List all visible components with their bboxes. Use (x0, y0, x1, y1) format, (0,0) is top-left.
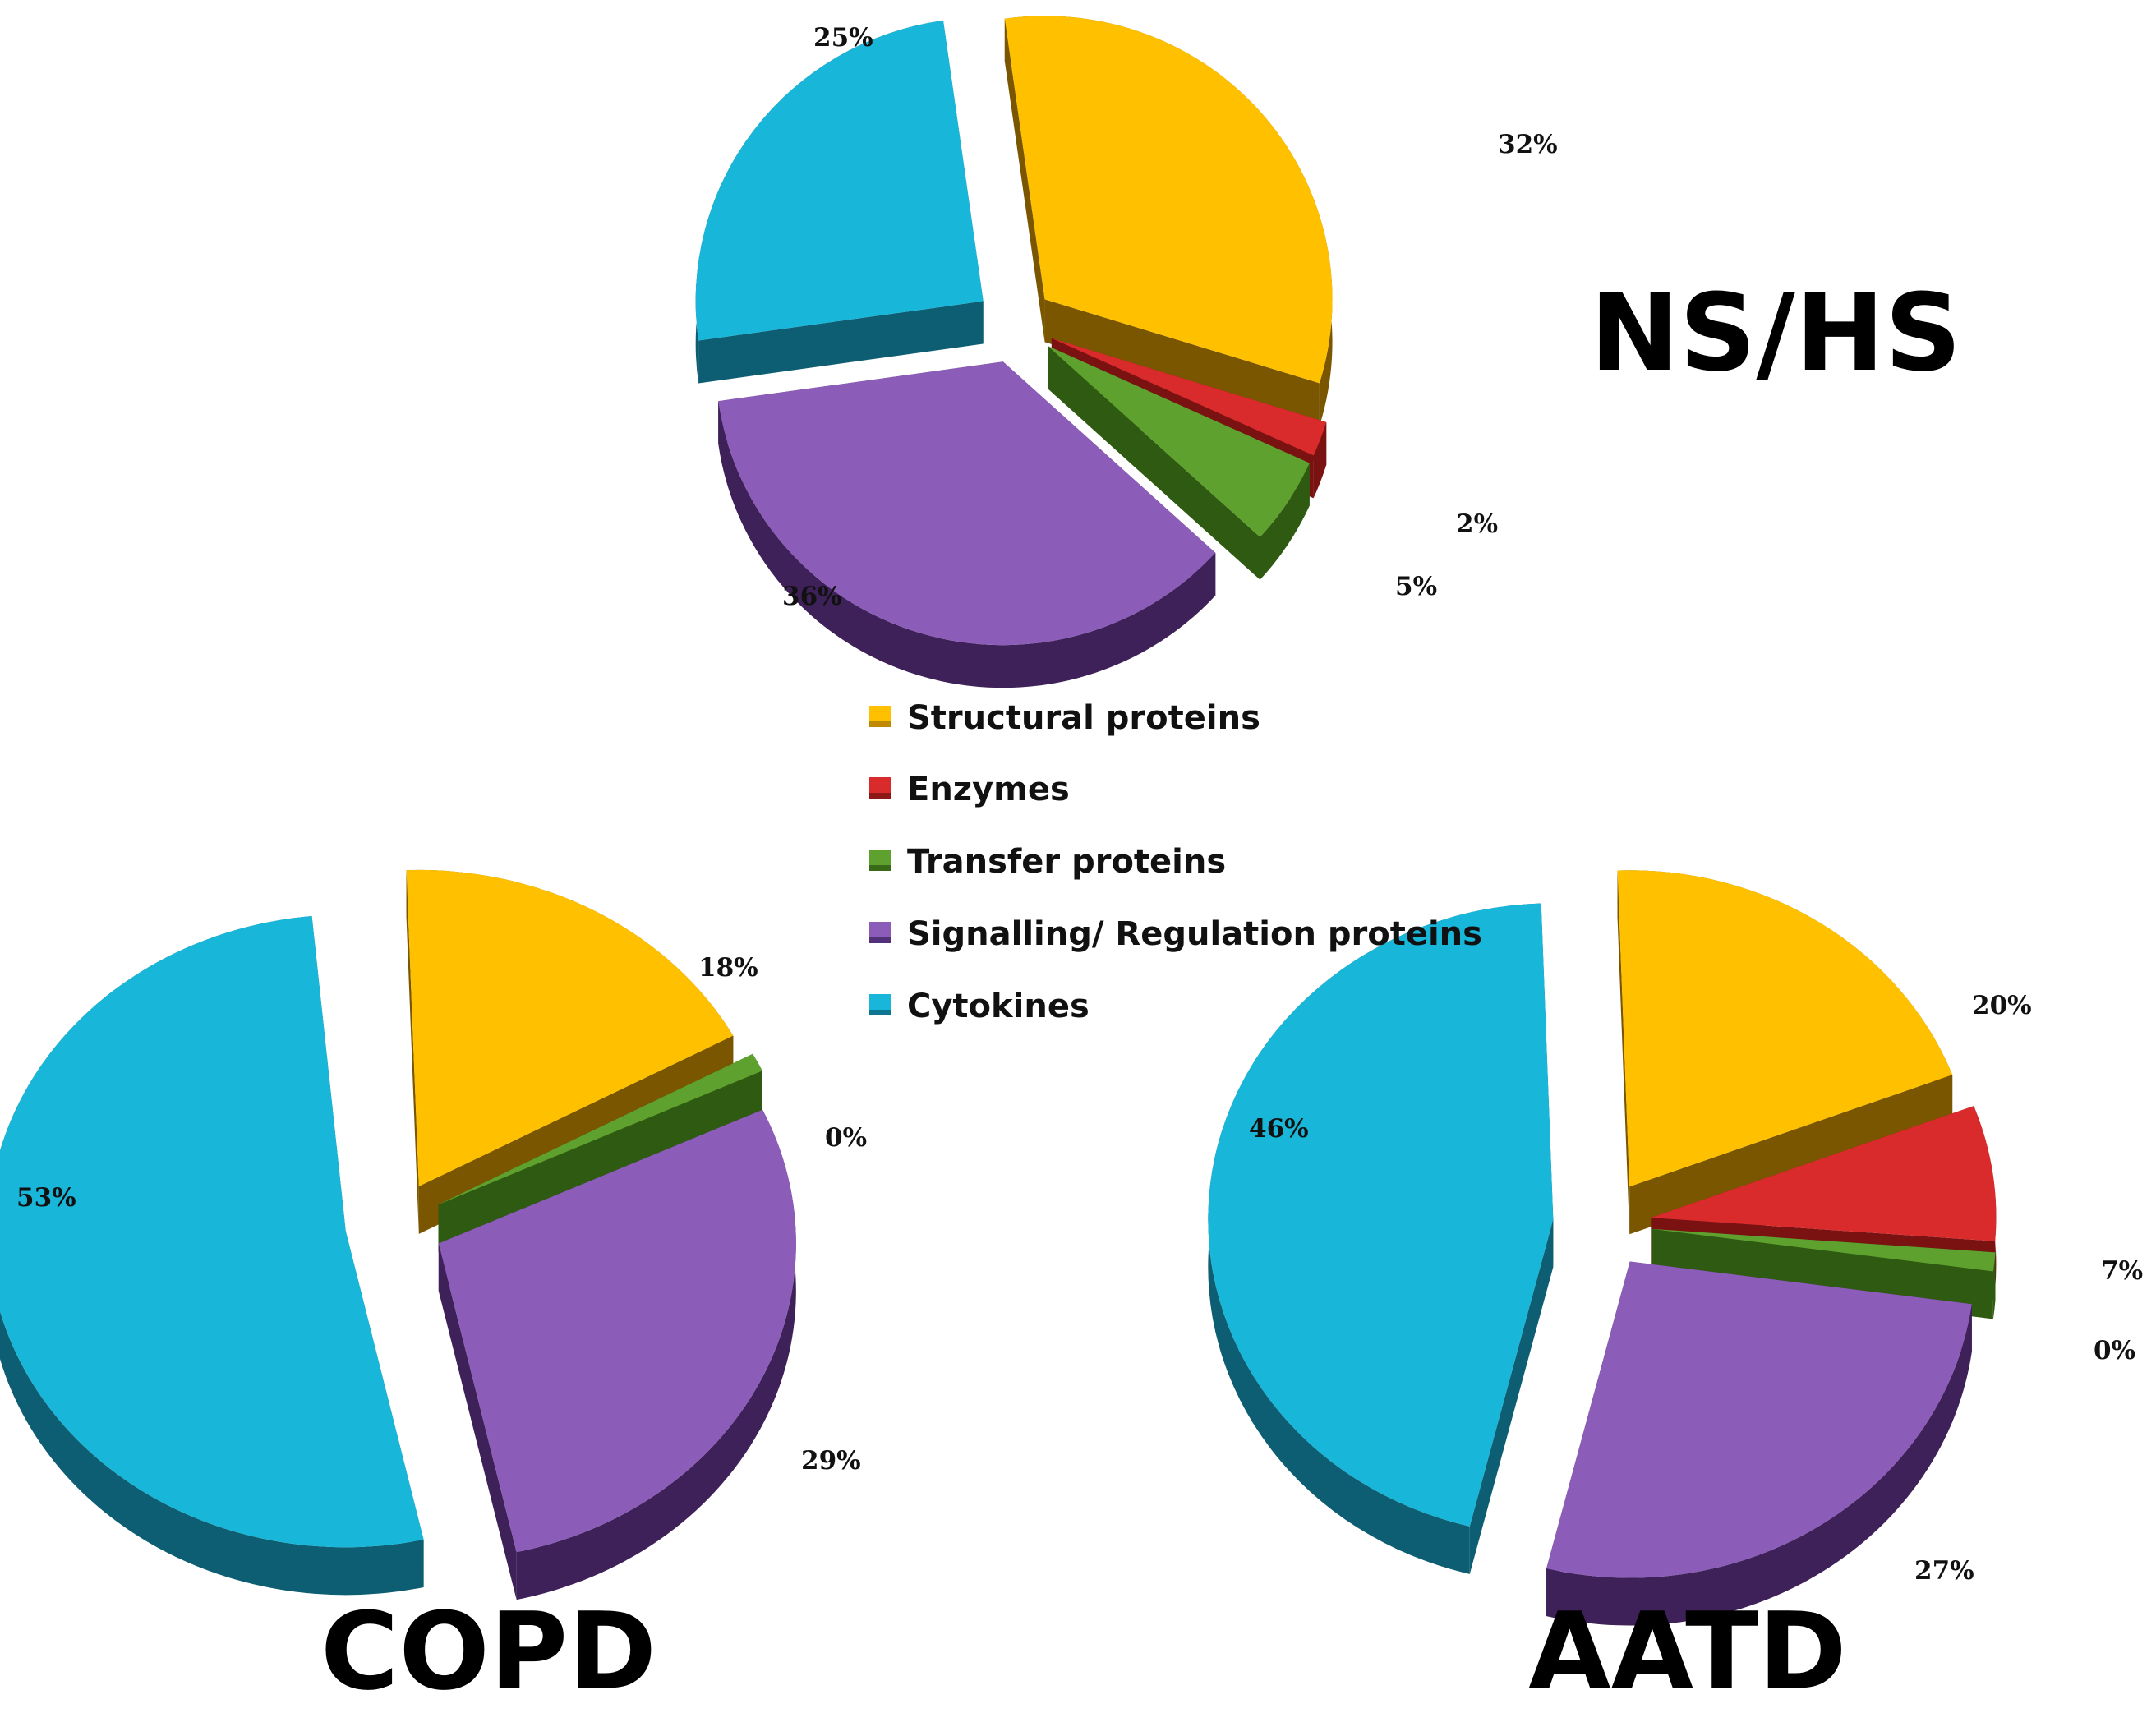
label-aatd-enzymes: 7% (2101, 1256, 2143, 1286)
pie-ns-hs-slice-cytokines (695, 20, 984, 341)
pie-aatd-slice-structural (1617, 870, 1953, 1187)
legend-item-cytokines: Cytokines (869, 988, 1090, 1025)
pie-ns-hs-slice-wall-cytokines (698, 301, 984, 384)
pie-ns-hs-slice-enzymes (1051, 338, 1327, 456)
legend: Structural proteins Enzymes Transfer pro… (869, 699, 1482, 1025)
pie-ns-hs-slice-wall2-structural (1044, 299, 1320, 426)
legend-swatch-signalling-shade (869, 937, 891, 943)
pie-copd (0, 869, 796, 1600)
pie-ns-hs-slice-wall-structural (1004, 18, 1045, 343)
legend-label-structural: Structural proteins (907, 699, 1260, 737)
pie-ns-hs-slice-transfer (1048, 346, 1310, 537)
pie-aatd-slice-side-signalling (1546, 1304, 1972, 1626)
legend-label-signalling: Signalling/ Regulation proteins (907, 915, 1482, 953)
label-copd-structural: 18% (698, 953, 758, 983)
pie-copd-slice-wall2-transfer (438, 1071, 762, 1253)
pie-ns-hs-slice-structural (1004, 16, 1333, 384)
label-ns-hs-enzymes: 2% (1456, 509, 1498, 539)
label-aatd-structural: 20% (1972, 991, 2032, 1020)
pie-aatd-slice-wall-cytokines (1469, 1219, 1554, 1574)
label-aatd-transfer: 0% (2094, 1336, 2135, 1365)
pie-copd-slice-transfer (438, 1053, 762, 1205)
legend-label-enzymes: Enzymes (907, 771, 1070, 808)
title-aatd: AATD (1528, 1589, 1847, 1713)
legend-swatch-structural-shade (869, 721, 891, 727)
label-copd-transfer: 0% (825, 1123, 867, 1153)
pie-copd-slice-signalling (438, 1109, 796, 1553)
pie-aatd-slice-transfer (1651, 1228, 1996, 1272)
legend-label-transfer: Transfer proteins (907, 843, 1226, 881)
legend-label-cytokines: Cytokines (907, 988, 1090, 1025)
legend-item-structural: Structural proteins (869, 699, 1260, 737)
legend-swatch-cytokines-shade (869, 1010, 891, 1015)
pie-ns-hs-slice-side-signalling (718, 401, 1216, 688)
legend-item-transfer: Transfer proteins (869, 843, 1226, 881)
pie-aatd (1208, 870, 1997, 1626)
title-ns-hs: NS/HS (1590, 270, 1961, 395)
pie-aatd-slice-wall-structural (1617, 870, 1630, 1235)
legend-item-signalling: Signalling/ Regulation proteins (869, 915, 1482, 953)
legend-swatch-enzymes-shade (869, 793, 891, 799)
label-ns-hs-structural: 32% (1498, 130, 1558, 159)
label-copd-signalling: 29% (801, 1446, 861, 1476)
pie-copd-slice-side-signalling (516, 1109, 796, 1600)
label-ns-hs-cytokines: 25% (813, 23, 873, 53)
label-copd-cytokines: 53% (16, 1183, 76, 1213)
title-copd: COPD (320, 1589, 656, 1713)
pie-ns-hs (695, 16, 1333, 688)
pie-ns-hs-slice-wall2-transfer (1048, 346, 1260, 580)
pie-aatd-slice-enzymes (1651, 1106, 1997, 1241)
label-aatd-cytokines: 46% (1249, 1114, 1309, 1144)
pie-copd-slice-wall-structural (406, 870, 419, 1234)
label-ns-hs-signalling: 36% (782, 582, 842, 611)
legend-item-enzymes: Enzymes (869, 771, 1070, 808)
pie-aatd-slice-signalling (1546, 1261, 1972, 1578)
legend-swatch-transfer-shade (869, 865, 891, 871)
pie-aatd-slice-wall2-structural (1629, 1075, 1953, 1235)
pie-copd-slice-cytokines (0, 916, 424, 1548)
pie-ns-hs-slice-signalling (718, 361, 1216, 646)
pie-copd-slice-structural (406, 869, 734, 1186)
label-ns-hs-transfer: 5% (1395, 572, 1437, 601)
label-aatd-signalling: 27% (1914, 1556, 1974, 1586)
pie-aatd-slice-cytokines (1208, 903, 1554, 1527)
pie-copd-slice-wall2-signalling (438, 1243, 517, 1600)
